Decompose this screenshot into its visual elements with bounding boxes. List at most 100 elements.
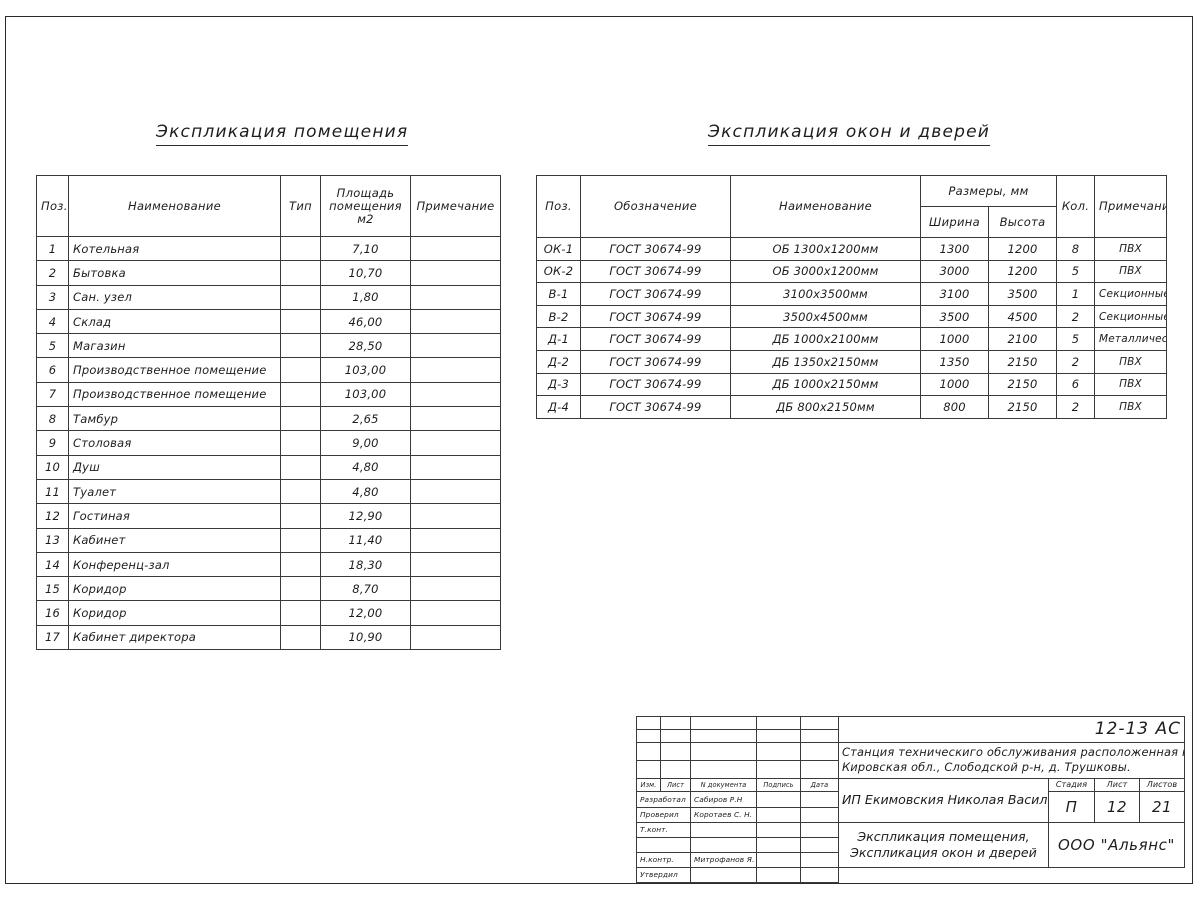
cell-name: Кабинет директора (68, 624, 281, 651)
cell-type (280, 260, 321, 286)
cell-note (410, 624, 501, 651)
revision-row-2 (636, 728, 1185, 743)
cell-pos: 16 (36, 600, 69, 626)
object-description: Станция техническиго обслуживания распол… (838, 741, 1185, 779)
cell-type (280, 527, 321, 553)
drawing-title-line1: Экспликация помещения, (857, 828, 1030, 844)
cell-height: 1200 (987, 259, 1058, 284)
table-row: 8 Тамбур 2,65 (36, 406, 501, 432)
cell-pos: 15 (36, 576, 69, 602)
openings-table-title: Экспликация окон и дверей (708, 122, 991, 146)
cell-type (280, 381, 321, 408)
header-izm: Изм. (636, 777, 661, 793)
table-row: В-1 ГОСТ 30674-99 3100х3500мм 3100 3500 1 Секц… (536, 282, 1168, 306)
cell-pos: 7 (36, 381, 69, 408)
role-sign-approver (756, 866, 801, 884)
header-pos: Поз. (36, 175, 69, 237)
drawing-title: Экспликация помещения, Экспликация окон … (838, 821, 1049, 868)
rev-izm-2 (636, 728, 661, 743)
role-label-checker: Проверил (636, 806, 691, 823)
table-row: 4 Склад 46,00 (36, 308, 501, 335)
cell-note: ПВХ (1094, 372, 1168, 397)
rev-list-3 (660, 741, 691, 761)
cell-name: Туалет (68, 478, 281, 505)
cell-name: Производственное помещение (68, 357, 281, 383)
client-name: ИП Екимовския Николая Васильевич (838, 777, 1049, 823)
cell-width: 800 (920, 395, 989, 419)
table-row: Д-3 ГОСТ 30674-99 ДБ 1000х2150мм 1000 2150 6 П… (536, 372, 1168, 397)
cell-type (280, 478, 321, 505)
table-row: 5 Магазин 28,50 (36, 333, 501, 359)
cell-note: ПВХ (1094, 349, 1168, 374)
cell-pos: Д-2 (536, 349, 581, 374)
cell-name: Коридор (68, 576, 281, 602)
table-row: 12 Гостиная 12,90 (36, 503, 501, 529)
role-date-blank (800, 836, 839, 853)
drawing-title-line2: Экспликация окон и дверей (850, 844, 1037, 860)
rev-izm-4 (636, 759, 661, 779)
header-area-line1: Площадь (336, 185, 395, 200)
cell-area: 10,70 (320, 260, 411, 286)
rev-doc-1 (690, 716, 757, 730)
rev-izm-3 (636, 741, 661, 761)
role-row-6: Утвердил (636, 866, 1185, 884)
role-row-1: Разработал Сабиров Р.Н П 12 21 (636, 791, 1185, 823)
cell-area: 7,10 (320, 235, 411, 262)
cell-quantity: 5 (1056, 327, 1096, 351)
header-doc: N документа (690, 777, 757, 793)
document-code: 12-13 АС (838, 716, 1185, 743)
cell-name: ОБ 1300х1200мм (730, 237, 921, 261)
table-row: 17 Кабинет директора 10,90 (36, 624, 501, 651)
cell-name: 3100х3500мм (730, 282, 921, 306)
sheets-value: 21 (1139, 791, 1185, 823)
cell-pos: 13 (36, 527, 69, 553)
sheets-label: Листов (1139, 777, 1185, 793)
role-date-developer (800, 791, 839, 808)
table-row: 7 Производственное помещение 103,00 (36, 381, 501, 408)
premises-schedule-table: Поз. Наименование Тип Площадь помещения … (36, 175, 501, 651)
cell-note (410, 478, 501, 505)
cell-pos: 2 (36, 260, 69, 286)
rev-list-2 (660, 728, 691, 743)
cell-note: Металлическая (1094, 327, 1168, 351)
company-name: ООО "Альянс" (1048, 821, 1185, 868)
cell-area: 12,90 (320, 503, 411, 529)
table-row: 6 Производственное помещение 103,00 (36, 357, 501, 383)
role-date-tech-control (800, 821, 839, 838)
cell-note (410, 503, 501, 529)
role-row-3: Т.конт. Экспликация помещения, Экспликац… (636, 821, 1185, 868)
cell-height: 4500 (987, 304, 1058, 329)
cell-name: ДБ 1000х2150мм (730, 372, 921, 397)
cell-pos: Д-3 (536, 372, 581, 397)
openings-schedule-table: Поз. Обозначение Наименование Размеры, м… (536, 175, 1168, 419)
cell-width: 1300 (920, 237, 989, 261)
cell-name: ДБ 800х2150мм (730, 395, 921, 419)
header-list: Лист (660, 777, 691, 793)
cell-type (280, 235, 321, 262)
cell-designation: ГОСТ 30674-99 (580, 372, 731, 397)
role-date-approver (800, 866, 839, 884)
cell-note (410, 454, 501, 480)
table-row: ОК-2 ГОСТ 30674-99 ОБ 3000х1200мм 3000 1200 5… (536, 259, 1168, 284)
cell-height: 2150 (987, 395, 1058, 419)
cell-note: ПВХ (1094, 259, 1168, 284)
cell-name: Бытовка (68, 260, 281, 286)
stage-value: П (1048, 791, 1095, 823)
role-sign-tech-control (756, 821, 801, 838)
table-row: 15 Коридор 8,70 (36, 576, 501, 602)
role-person-blank (690, 836, 757, 853)
cell-name: Конференц-зал (68, 551, 281, 578)
header-name: Наименование (730, 175, 921, 238)
cell-pos: ОК-2 (536, 259, 581, 284)
header-note: Примечание (410, 175, 501, 237)
cell-type (280, 357, 321, 383)
cell-pos: Д-1 (536, 327, 581, 351)
cell-name: Коридор (68, 600, 281, 626)
table-row: 13 Кабинет 11,40 (36, 527, 501, 553)
cell-note (410, 551, 501, 578)
table-row: 11 Туалет 4,80 (36, 478, 501, 505)
cell-note (410, 333, 501, 359)
cell-pos: 1 (36, 235, 69, 262)
stage-label: Стадия (1048, 777, 1095, 793)
cell-area: 103,00 (320, 381, 411, 408)
